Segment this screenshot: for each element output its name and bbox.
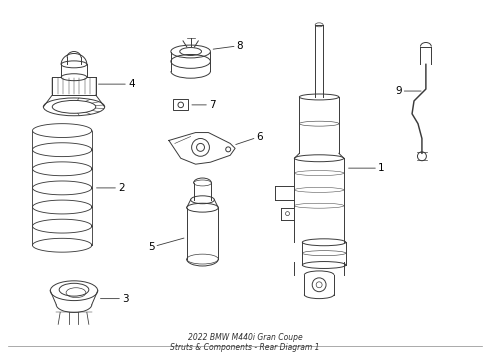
Text: 6: 6 xyxy=(236,131,263,144)
Circle shape xyxy=(312,278,326,292)
FancyBboxPatch shape xyxy=(173,99,188,110)
Circle shape xyxy=(178,102,184,108)
Circle shape xyxy=(316,282,322,288)
Circle shape xyxy=(286,212,290,216)
Text: 2: 2 xyxy=(97,183,125,193)
Text: 1: 1 xyxy=(348,163,385,173)
Text: 2022 BMW M440i Gran Coupe
Struts & Components - Rear Diagram 1: 2022 BMW M440i Gran Coupe Struts & Compo… xyxy=(170,333,320,352)
Circle shape xyxy=(192,139,209,156)
Text: 9: 9 xyxy=(395,86,421,96)
Circle shape xyxy=(196,143,204,151)
Text: 3: 3 xyxy=(100,294,129,303)
Circle shape xyxy=(226,147,231,152)
Circle shape xyxy=(417,152,426,161)
Text: 7: 7 xyxy=(192,100,216,110)
Text: 4: 4 xyxy=(98,79,135,89)
Text: 5: 5 xyxy=(148,238,184,252)
Text: 8: 8 xyxy=(213,41,244,50)
